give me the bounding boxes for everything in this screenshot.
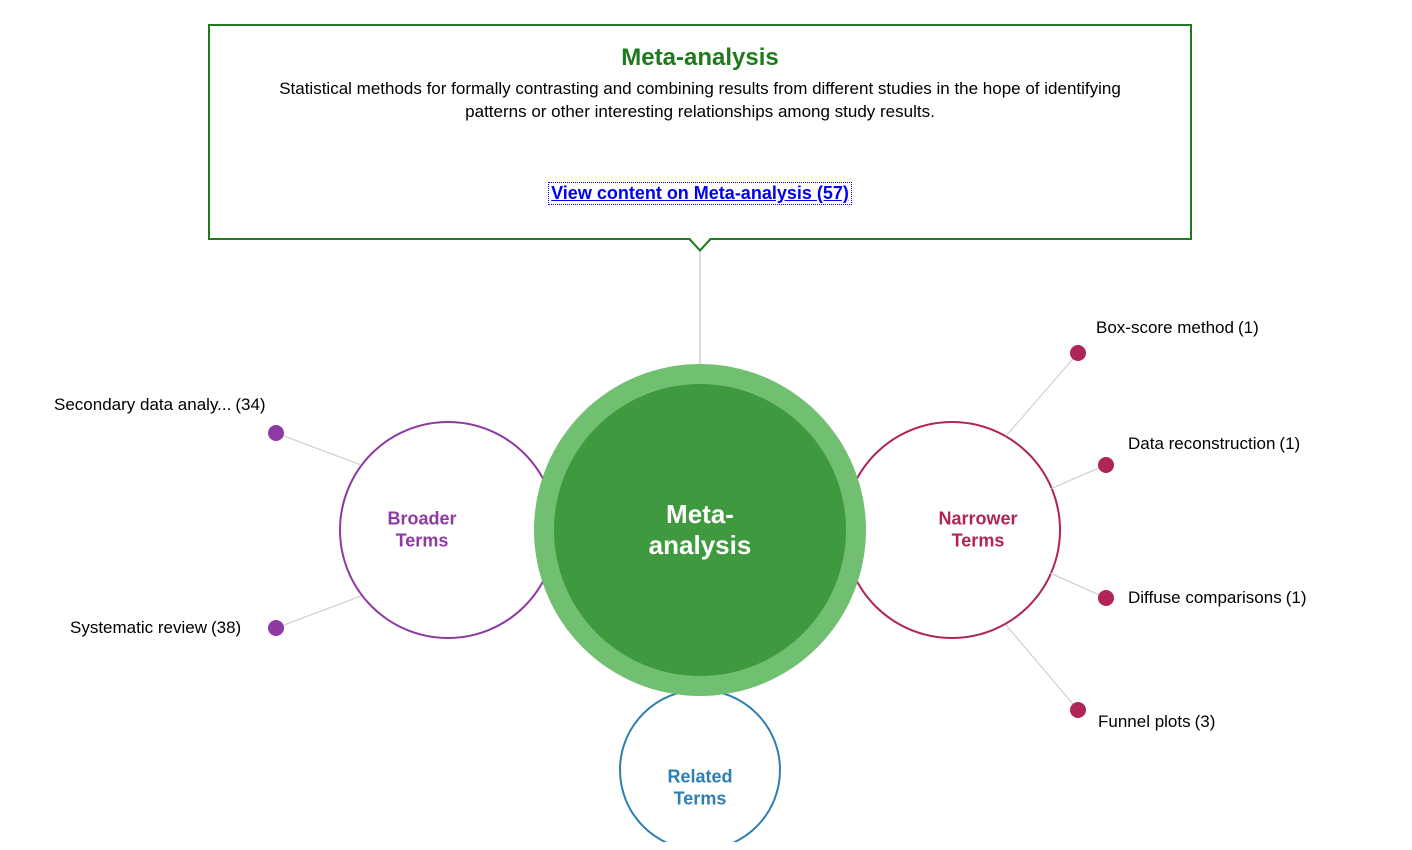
info-box: Meta-analysis Statistical methods for fo… bbox=[208, 24, 1192, 240]
broader-term[interactable]: Secondary data analy...(34) bbox=[54, 395, 266, 415]
broader-terms-node[interactable] bbox=[340, 422, 556, 638]
narrower-term[interactable]: Diffuse comparisons(1) bbox=[1128, 588, 1306, 608]
broader-term[interactable]: Systematic review(38) bbox=[70, 618, 241, 638]
term-text: Data reconstruction bbox=[1128, 434, 1275, 453]
term-text: Secondary data analy... bbox=[54, 395, 231, 414]
term-count: (34) bbox=[235, 395, 265, 414]
term-count: (1) bbox=[1238, 318, 1259, 337]
term-count: (3) bbox=[1195, 712, 1216, 731]
narrower-term[interactable]: Data reconstruction(1) bbox=[1128, 434, 1300, 454]
term-text: Systematic review bbox=[70, 618, 207, 637]
narrower-term[interactable]: Funnel plots(3) bbox=[1098, 712, 1215, 732]
center-node[interactable] bbox=[534, 364, 866, 696]
related-terms-node[interactable] bbox=[620, 690, 780, 850]
view-content-link[interactable]: View content on Meta-analysis (57) bbox=[548, 182, 852, 205]
term-text: Box-score method bbox=[1096, 318, 1234, 337]
term-text: Funnel plots bbox=[1098, 712, 1191, 731]
term-text: Diffuse comparisons bbox=[1128, 588, 1282, 607]
info-box-description: Statistical methods for formally contras… bbox=[250, 78, 1150, 124]
info-box-pointer-fill bbox=[690, 238, 710, 249]
info-box-title: Meta-analysis bbox=[250, 44, 1150, 72]
term-count: (1) bbox=[1279, 434, 1300, 453]
term-count: (1) bbox=[1286, 588, 1307, 607]
narrower-term[interactable]: Box-score method(1) bbox=[1096, 318, 1259, 338]
term-count: (38) bbox=[211, 618, 241, 637]
narrower-terms-node[interactable] bbox=[844, 422, 1060, 638]
